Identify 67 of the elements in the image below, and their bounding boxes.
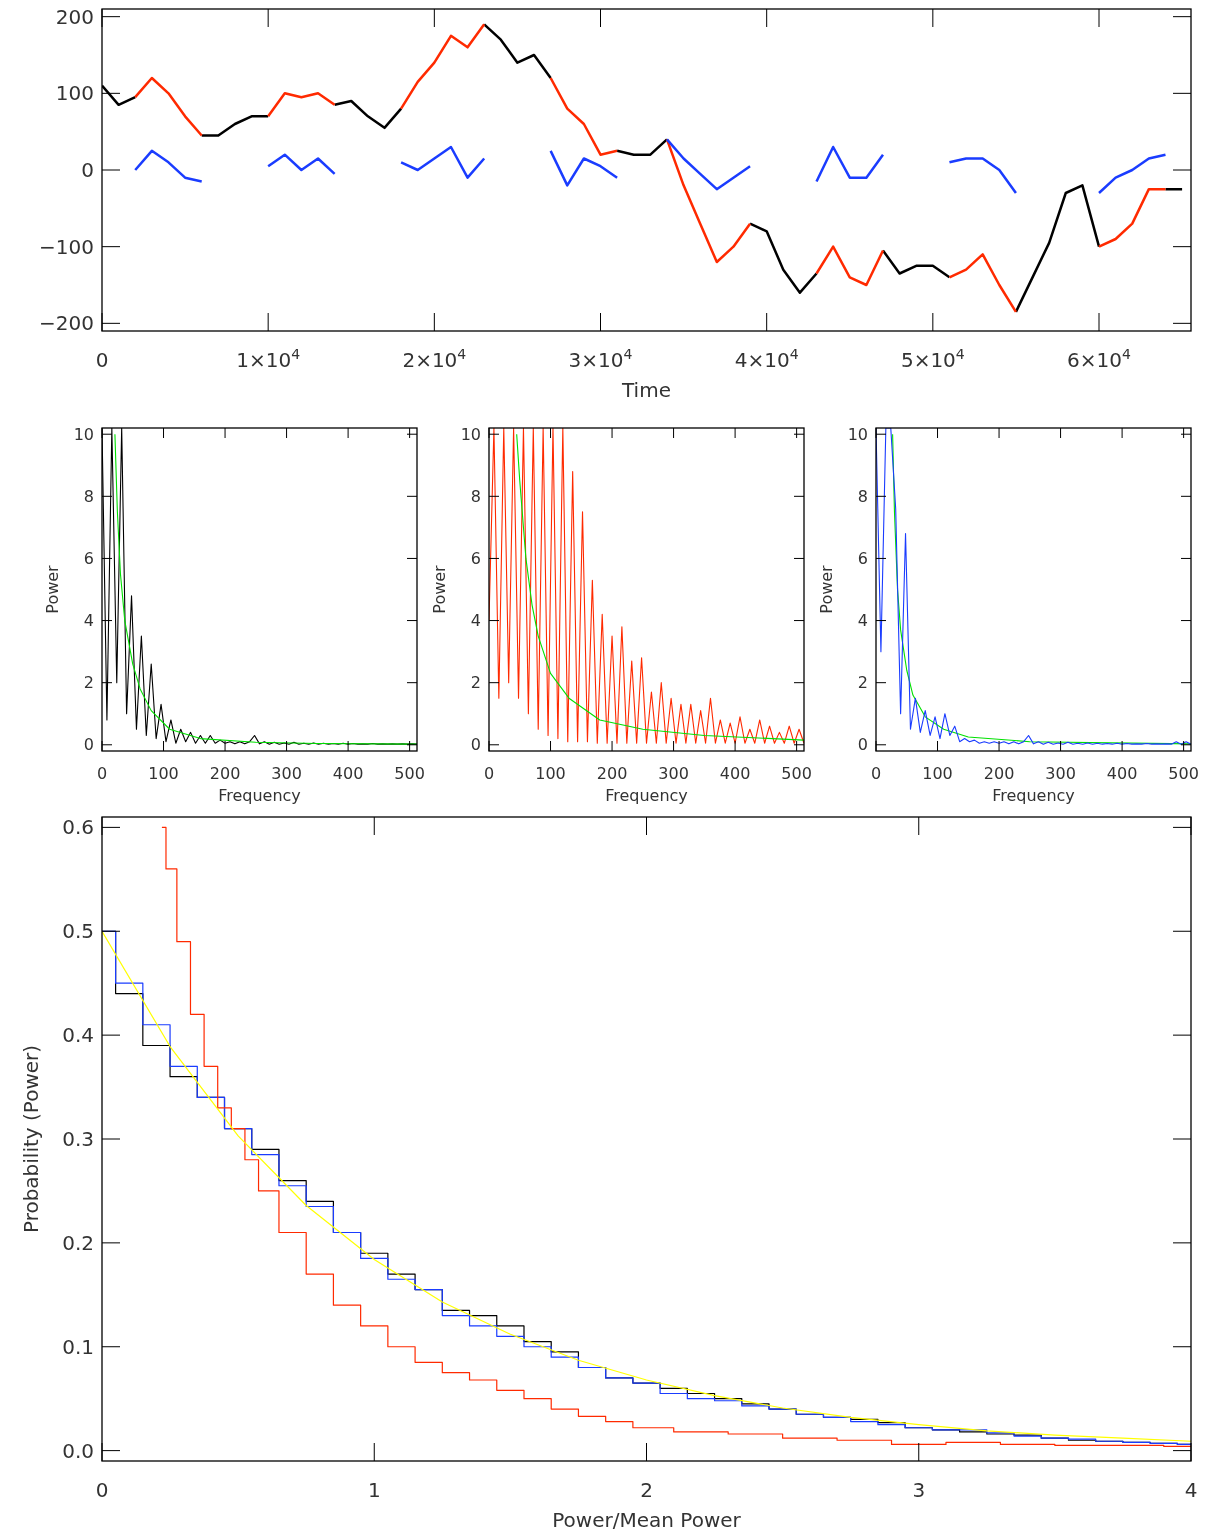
y-tick-label: 8 <box>83 486 94 506</box>
x-tick-label: 500 <box>1168 764 1199 783</box>
y-tick-label: 10 <box>847 424 868 444</box>
x-tick-label: 1×10$^{4}$ <box>236 346 301 372</box>
y-tick-label: 10 <box>460 424 481 444</box>
y-tick-label: 0 <box>83 735 94 755</box>
y-axis-title: Power <box>430 564 449 614</box>
x-tick-label: 400 <box>719 764 751 783</box>
y-tick-label: −100 <box>39 234 94 259</box>
y-tick-label: 2 <box>83 673 94 693</box>
y-tick-label: 2 <box>470 673 481 693</box>
x-tick-label: 3×10$^{4}$ <box>568 346 633 372</box>
y-tick-label: 4 <box>470 611 481 631</box>
y-tick-label: 0 <box>81 158 94 182</box>
x-tick-label: 1 <box>367 1478 381 1502</box>
y-tick-label: 0 <box>857 735 868 755</box>
y-tick-label: 6 <box>83 549 94 569</box>
x-axis-title: Power/Mean Power <box>552 1508 742 1532</box>
y-axis-title: Power <box>43 564 62 614</box>
x-tick-label: 2×10$^{4}$ <box>402 346 467 372</box>
y-tick-label: 0.3 <box>62 1127 94 1151</box>
x-tick-label: 0 <box>870 764 882 783</box>
x-tick-label: 0 <box>96 764 108 783</box>
x-tick-label: 300 <box>658 764 689 783</box>
x-tick-label: 0 <box>483 764 495 783</box>
x-tick-label: 100 <box>922 764 953 783</box>
x-tick-label: 400 <box>332 764 364 783</box>
x-tick-label: 5×10$^{4}$ <box>900 346 965 372</box>
x-tick-label: 3 <box>912 1478 926 1502</box>
x-tick-label: 500 <box>394 764 425 783</box>
x-tick-label: 4×10$^{4}$ <box>734 346 799 372</box>
y-tick-label: 100 <box>55 81 94 106</box>
y-tick-label: 0.0 <box>62 1438 94 1463</box>
y-tick-label: 4 <box>83 611 94 631</box>
y-axis-title: Power <box>817 564 836 614</box>
y-tick-label: 0 <box>470 735 481 755</box>
x-tick-label: 4 <box>1184 1478 1198 1502</box>
x-tick-label: 2 <box>640 1478 653 1502</box>
x-tick-label: 200 <box>596 764 628 783</box>
y-tick-label: 0.1 <box>62 1334 94 1359</box>
x-axis-title: Frequency <box>218 786 301 805</box>
x-tick-label: 400 <box>1106 764 1138 783</box>
y-tick-label: 200 <box>55 4 94 29</box>
y-tick-label: 0.4 <box>62 1023 94 1048</box>
x-tick-label: 100 <box>148 764 179 783</box>
x-tick-label: 500 <box>781 764 812 783</box>
y-tick-label: 8 <box>470 486 481 506</box>
x-tick-label: 6×10$^{4}$ <box>1067 346 1132 372</box>
x-axis-title: Time <box>621 378 671 402</box>
y-tick-label: 10 <box>73 424 94 444</box>
y-tick-label: 6 <box>857 549 868 569</box>
y-axis-title: Probability (Power) <box>19 1044 43 1234</box>
y-tick-label: 4 <box>857 611 868 631</box>
x-tick-label: 200 <box>209 764 241 783</box>
y-tick-label: 6 <box>470 549 481 569</box>
y-tick-label: 8 <box>857 486 868 506</box>
y-tick-label: 0.5 <box>62 919 94 944</box>
x-tick-label: 300 <box>271 764 302 783</box>
x-tick-label: 100 <box>535 764 566 783</box>
x-tick-label: 200 <box>983 764 1015 783</box>
x-axis-title: Frequency <box>992 786 1075 805</box>
x-axis-title: Frequency <box>605 786 688 805</box>
y-tick-label: 2 <box>857 673 868 693</box>
y-tick-label: −200 <box>39 311 94 336</box>
y-tick-label: 0.2 <box>62 1230 94 1255</box>
x-tick-label: 300 <box>1045 764 1076 783</box>
y-tick-label: 0.6 <box>62 815 94 840</box>
